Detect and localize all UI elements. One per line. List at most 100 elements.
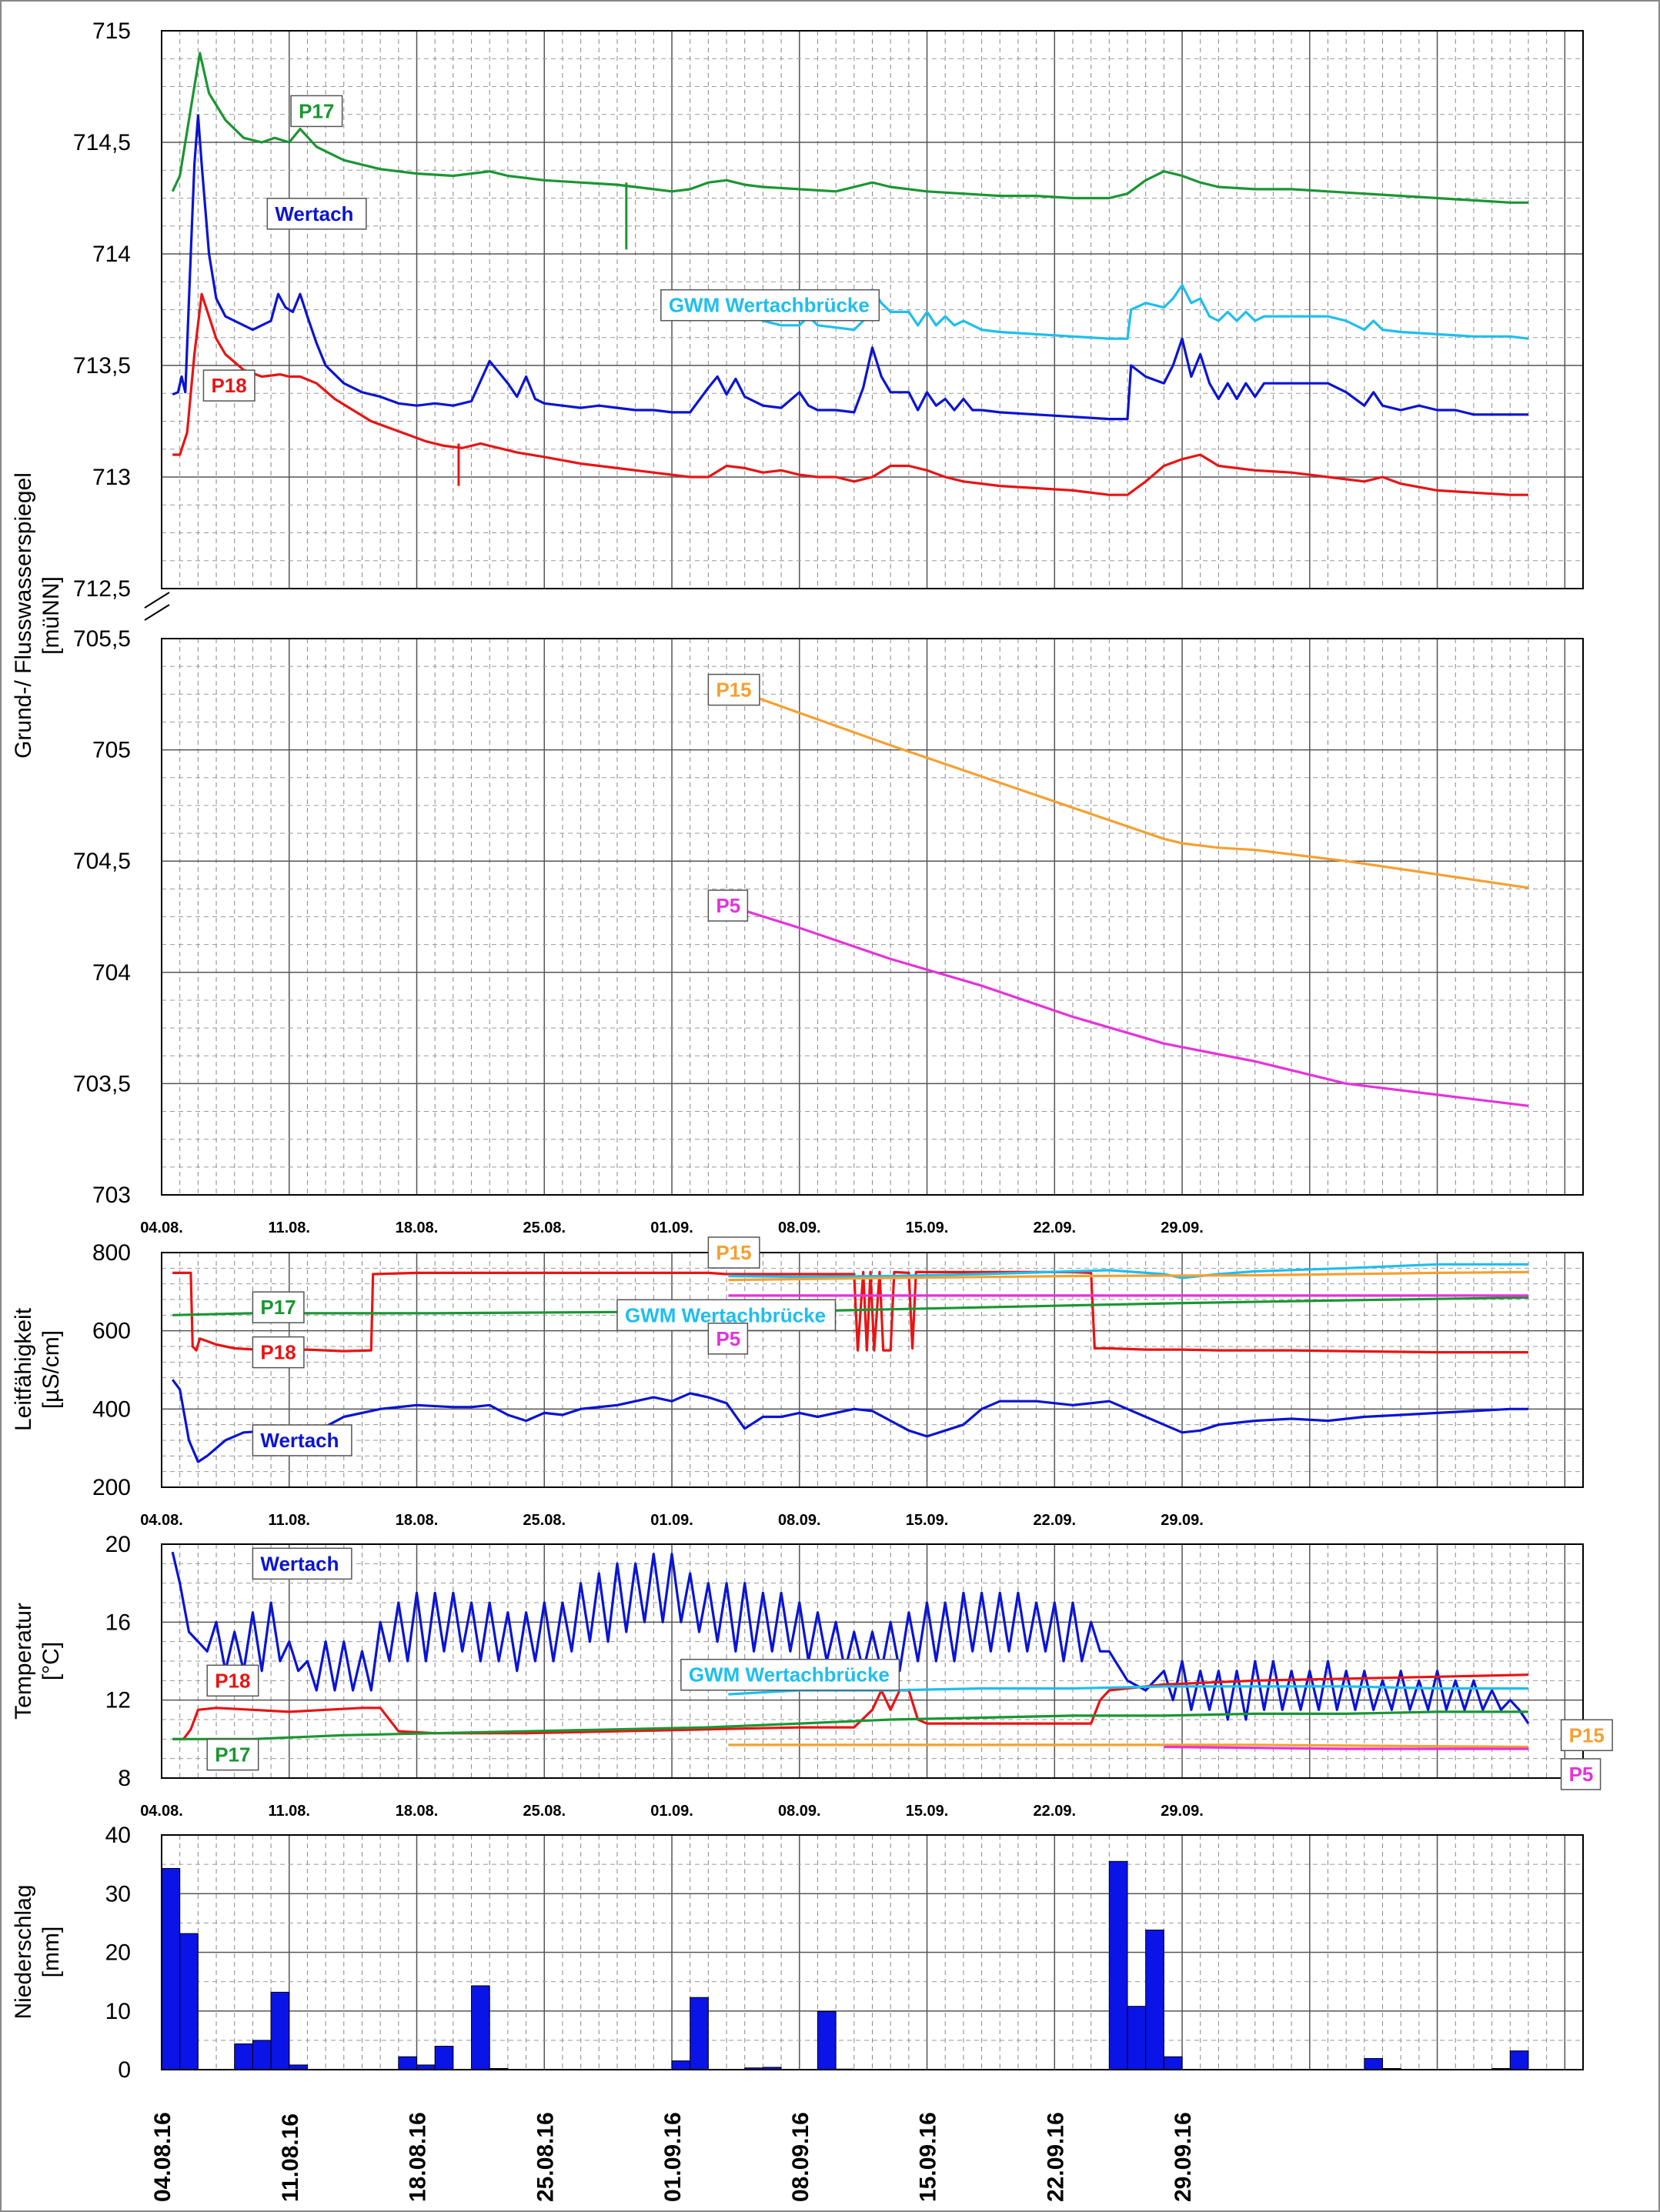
series-p5: P5 xyxy=(1164,1745,1602,1790)
y-axis-title: Grund-/ Flusswasserspiegel xyxy=(11,472,36,759)
x-tick-label: 25.08. xyxy=(523,1219,566,1236)
series-line xyxy=(728,1270,1529,1282)
y-tick-label: 703 xyxy=(92,1183,131,1208)
series-label-box xyxy=(660,289,880,322)
bar xyxy=(671,2060,691,2070)
series-label-box xyxy=(1560,1719,1613,1752)
series-line xyxy=(171,52,1528,204)
x-tick-label: 04.08. xyxy=(140,1219,183,1236)
series-label-text: Wertach xyxy=(260,1552,339,1575)
x-tick-label: 18.08. xyxy=(396,1512,439,1529)
series-label-box xyxy=(707,1323,749,1355)
y-axis-title: [mm] xyxy=(38,1927,64,1978)
series-label: P5 xyxy=(707,889,749,922)
x-tick-label: 15.09. xyxy=(906,1219,949,1236)
y-axis-title: Niederschlag xyxy=(11,1884,36,2019)
x-tick-label: 22.09. xyxy=(1033,1803,1076,1820)
series-label: P18 xyxy=(202,369,256,402)
y-tick-label: 0 xyxy=(118,2057,131,2083)
series-label-box xyxy=(707,1236,760,1269)
x-date-label: 25.08.16 xyxy=(533,2112,558,2202)
series-label: Wertach xyxy=(252,1547,352,1580)
series-line xyxy=(172,1296,1529,1316)
series-label-box xyxy=(252,1291,305,1323)
series-line xyxy=(172,1673,1529,1740)
series-label-text: P15 xyxy=(716,1241,751,1264)
x-tick-label: 15.09. xyxy=(906,1803,949,1820)
y-axis-title: Temperatur xyxy=(11,1603,36,1720)
plot-frame xyxy=(161,638,1584,1196)
series-label-box xyxy=(206,1664,259,1697)
series-label-box xyxy=(266,198,367,230)
bar xyxy=(434,2046,454,2070)
series-label-box xyxy=(680,1658,900,1691)
x-tick-label: 08.09. xyxy=(778,1219,821,1236)
x-tick-label: 18.08. xyxy=(396,1803,439,1820)
series-gwm-wertachbr-cke: GWM Wertachbrücke xyxy=(660,284,1529,340)
y-tick-label: 12 xyxy=(105,1688,131,1713)
x-tick-label: 25.08. xyxy=(523,1803,566,1820)
series-label: P18 xyxy=(252,1336,305,1369)
x-tick-label: 15.09. xyxy=(906,1512,949,1529)
panel-leitfaehigkeit: 200 400 600 800 Leitfähigkeit [µS/cm] 04.08. 11… xyxy=(11,1236,1584,1529)
series-label: P17 xyxy=(290,95,343,128)
series-label-box xyxy=(206,1738,259,1771)
plot-frame xyxy=(161,1543,1584,1779)
series-p18: P18 xyxy=(172,292,1528,496)
y-tick-label: 400 xyxy=(92,1396,131,1422)
series-label: P15 xyxy=(707,1236,760,1269)
x-tick-label: 01.09. xyxy=(650,1512,693,1529)
series-label-box xyxy=(202,369,256,402)
y-tick-label: 712,5 xyxy=(73,576,131,602)
x-tick-label: 01.09. xyxy=(650,1803,693,1820)
series-label-box xyxy=(707,673,760,706)
bar xyxy=(252,2040,272,2070)
x-tick-label: 22.09. xyxy=(1033,1512,1076,1529)
series-p17: P17 xyxy=(171,52,1528,250)
series-label: P17 xyxy=(206,1738,259,1771)
y-tick-label: 20 xyxy=(105,1940,131,1966)
axis-break-mark xyxy=(144,604,170,621)
series-label-text: GWM Wertachbrücke xyxy=(689,1663,890,1687)
series-line xyxy=(728,1263,1528,1279)
x-date-label: 22.09.16 xyxy=(1043,2112,1068,2202)
series-label-text: P15 xyxy=(1569,1723,1605,1747)
x-date-label: 18.08.16 xyxy=(406,2112,431,2202)
x-date-label: 04.08.16 xyxy=(150,2112,175,2202)
x-date-label: 29.09.16 xyxy=(1171,2112,1196,2202)
y-tick-label: 40 xyxy=(105,1823,131,1848)
y-tick-label: 600 xyxy=(92,1319,131,1344)
x-date-label: 15.09.16 xyxy=(916,2112,941,2202)
y-axis-title: [°C] xyxy=(38,1642,64,1680)
y-tick-label: 10 xyxy=(105,1999,131,2024)
grid xyxy=(161,639,1584,1195)
bar xyxy=(1145,1930,1164,2070)
series-line xyxy=(727,686,1529,889)
y-tick-label: 8 xyxy=(118,1766,131,1791)
plot-frame xyxy=(161,1252,1584,1488)
panel-water-level: 712,5 713 713,5 714 714,5 715 703 703,5 704 704,5… xyxy=(11,18,1584,1236)
bar xyxy=(398,2056,418,2070)
x-tick-label: 29.09. xyxy=(1161,1803,1204,1820)
bars xyxy=(161,1860,1529,2070)
series-wertach: Wertach xyxy=(171,1547,1530,1724)
series-line xyxy=(171,1551,1530,1724)
y-tick-label: 30 xyxy=(105,1881,131,1907)
series-label: P15 xyxy=(1560,1719,1613,1752)
bar xyxy=(817,2011,837,2070)
series-label-box xyxy=(1560,1758,1602,1790)
y-axis-title: [müNN] xyxy=(38,576,64,655)
y-tick-label: 703,5 xyxy=(73,1071,131,1096)
x-tick-label: 29.09. xyxy=(1161,1219,1204,1236)
series-p5: P5 xyxy=(707,889,1529,1107)
x-tick-label: 04.08. xyxy=(140,1512,183,1529)
x-tick-label: 01.09. xyxy=(650,1219,693,1236)
series-line xyxy=(727,284,1529,340)
y-tick-label: 705 xyxy=(92,738,131,763)
x-tick-label: 22.09. xyxy=(1033,1219,1076,1236)
y-axis-title: [µS/cm] xyxy=(38,1330,64,1409)
series-label-text: P5 xyxy=(1569,1763,1594,1786)
series-label: P18 xyxy=(206,1664,259,1697)
series-label: P17 xyxy=(252,1291,305,1323)
series-label-text: P17 xyxy=(299,99,334,122)
